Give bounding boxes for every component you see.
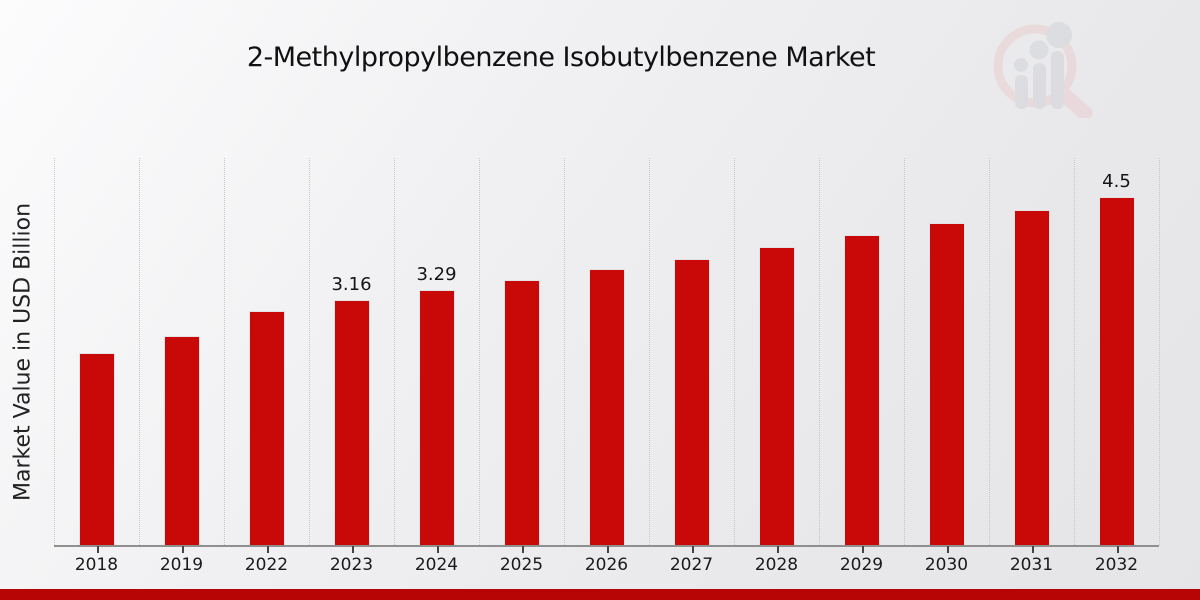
x-axis-label-2023: 2023: [329, 555, 374, 575]
x-axis-tick: [436, 546, 439, 553]
x-axis-tick: [606, 546, 609, 553]
x-axis-label-2024: 2024: [414, 555, 459, 575]
bar-2027: [673, 259, 710, 545]
bar-value-label-2032: 4.5: [1102, 171, 1131, 192]
plot-area: 3.16 3.29 4.5: [54, 158, 1160, 545]
gridline: [819, 158, 820, 545]
gridline: [989, 158, 990, 545]
bar-value-label-2023: 3.16: [331, 274, 372, 295]
gridline: [309, 158, 310, 545]
bottom-red-strip: [0, 589, 1200, 600]
bar-value-label-2024: 3.29: [416, 264, 457, 285]
bar-2025: [503, 280, 540, 545]
x-axis-label-2028: 2028: [754, 555, 799, 575]
gridline: [224, 158, 225, 545]
gridline: [1074, 158, 1075, 545]
x-axis-label-2026: 2026: [584, 555, 629, 575]
bar-2028: [758, 247, 795, 545]
x-axis-label-2025: 2025: [499, 555, 544, 575]
gridline: [139, 158, 140, 545]
x-axis-label-2030: 2030: [924, 555, 969, 575]
gridline: [54, 158, 55, 545]
x-axis-label-2031: 2031: [1009, 555, 1054, 575]
x-axis-tick: [776, 546, 779, 553]
bar-2030: [928, 223, 965, 545]
gridline: [1159, 158, 1160, 545]
x-axis-tick: [521, 546, 524, 553]
x-axis-label-2029: 2029: [839, 555, 884, 575]
x-axis-label-2022: 2022: [244, 555, 289, 575]
bar-2029: [843, 235, 880, 545]
x-axis-tick: [861, 546, 864, 553]
x-axis-label-2019: 2019: [159, 555, 204, 575]
x-axis-tick: [181, 546, 184, 553]
gridline: [479, 158, 480, 545]
x-axis-tick: [946, 546, 949, 553]
magnifier-bar-chart-logo-icon: [993, 22, 1093, 118]
gridline: [564, 158, 565, 545]
x-axis-tick: [1116, 546, 1119, 553]
x-axis-label-2032: 2032: [1094, 555, 1139, 575]
x-axis-tick: [266, 546, 269, 553]
bar-2022: [248, 311, 285, 545]
bar-2019: [163, 336, 200, 545]
gridline: [649, 158, 650, 545]
chart-title: 2-Methylpropylbenzene Isobutylbenzene Ma…: [246, 42, 876, 73]
bar-2023: [333, 300, 370, 545]
bar-2031: [1013, 210, 1050, 545]
gridline: [734, 158, 735, 545]
bar-2032: [1098, 197, 1135, 545]
bar-2018: [78, 353, 115, 545]
bar-2024: [418, 290, 455, 545]
x-axis-tick: [1031, 546, 1034, 553]
x-axis-label-2018: 2018: [74, 555, 119, 575]
x-axis-tick: [96, 546, 99, 553]
x-axis-tick: [351, 546, 354, 553]
y-axis-label: Market Value in USD Billion: [10, 202, 36, 501]
bar-2026: [588, 269, 625, 545]
x-axis-label-2027: 2027: [669, 555, 714, 575]
gridline: [394, 158, 395, 545]
x-axis-tick: [691, 546, 694, 553]
gridline: [904, 158, 905, 545]
